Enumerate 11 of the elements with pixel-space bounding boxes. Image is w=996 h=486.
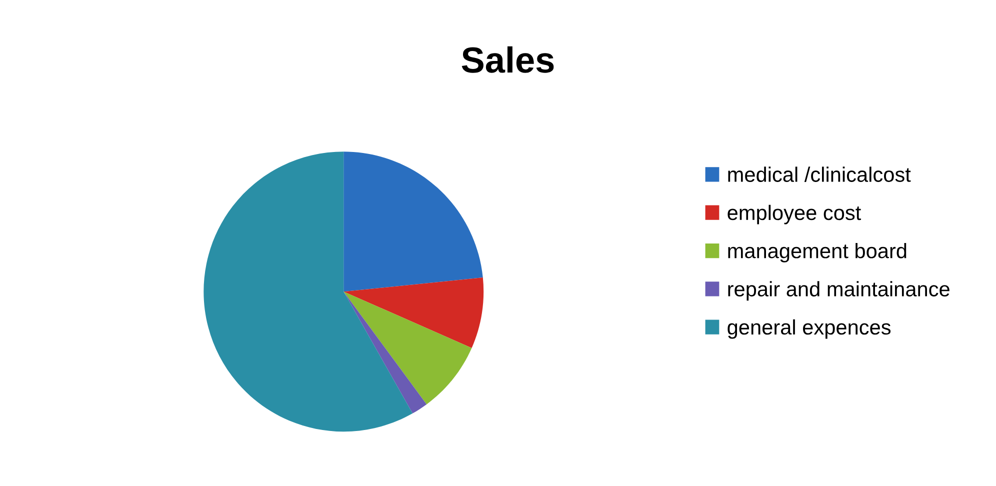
legend-label: employee cost xyxy=(728,204,861,224)
pie-slice xyxy=(344,292,427,414)
legend-label: medical /clinicalcost xyxy=(728,166,911,182)
legend-label: general expences xyxy=(728,319,891,339)
chart-title: Sales xyxy=(462,46,554,73)
pie-slice xyxy=(204,152,413,432)
pie-slice xyxy=(344,292,472,404)
legend-label: management board xyxy=(728,243,906,262)
pie-slice xyxy=(344,152,483,292)
legend-label: repair and maintainance xyxy=(728,281,950,301)
pie-slice xyxy=(344,278,484,348)
